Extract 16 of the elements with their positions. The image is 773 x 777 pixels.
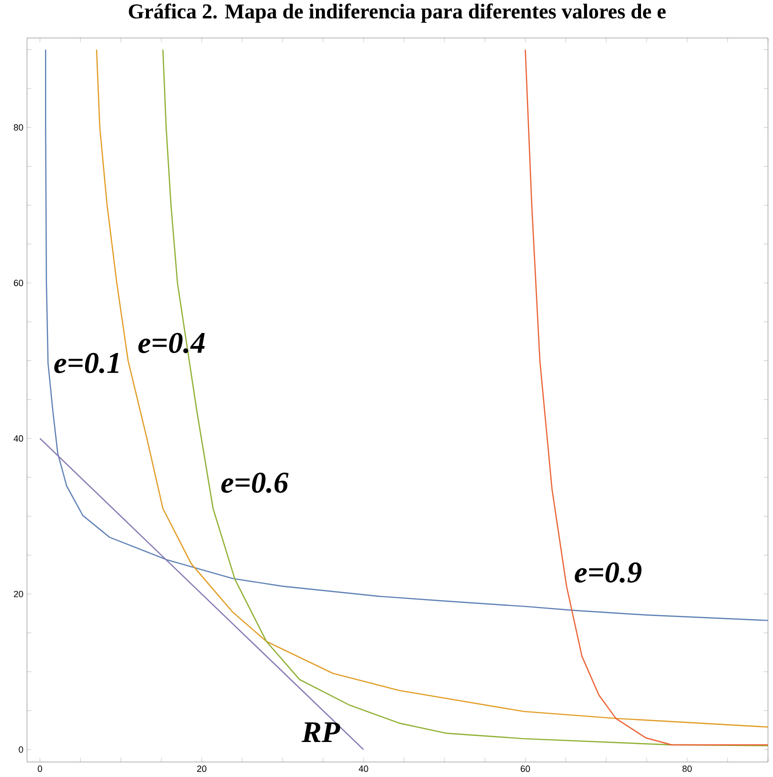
x-tick-label: 20 bbox=[197, 766, 206, 772]
series-label: e=0.1 bbox=[54, 352, 118, 374]
x-tick-label: 60 bbox=[520, 766, 530, 772]
x-tick-label: 0 bbox=[38, 766, 42, 772]
y-tick-label: 40 bbox=[14, 435, 24, 442]
chart-title: Gráfica 2. Mapa de indiferencia para diferentes valores de e bbox=[128, 4, 666, 23]
y-tick-label: 0 bbox=[18, 746, 24, 753]
y-tick-label: 20 bbox=[14, 590, 24, 598]
line-series bbox=[524, 49, 769, 746]
series-label: RP bbox=[302, 722, 340, 742]
series-label: e=0.6 bbox=[221, 472, 289, 493]
series-label: e=0.9 bbox=[574, 562, 642, 583]
x-tick-label: 80 bbox=[682, 766, 692, 772]
y-tick-label: 60 bbox=[14, 280, 24, 286]
x-tick-label: 40 bbox=[358, 766, 368, 772]
y-tick-label: 80 bbox=[14, 124, 24, 131]
